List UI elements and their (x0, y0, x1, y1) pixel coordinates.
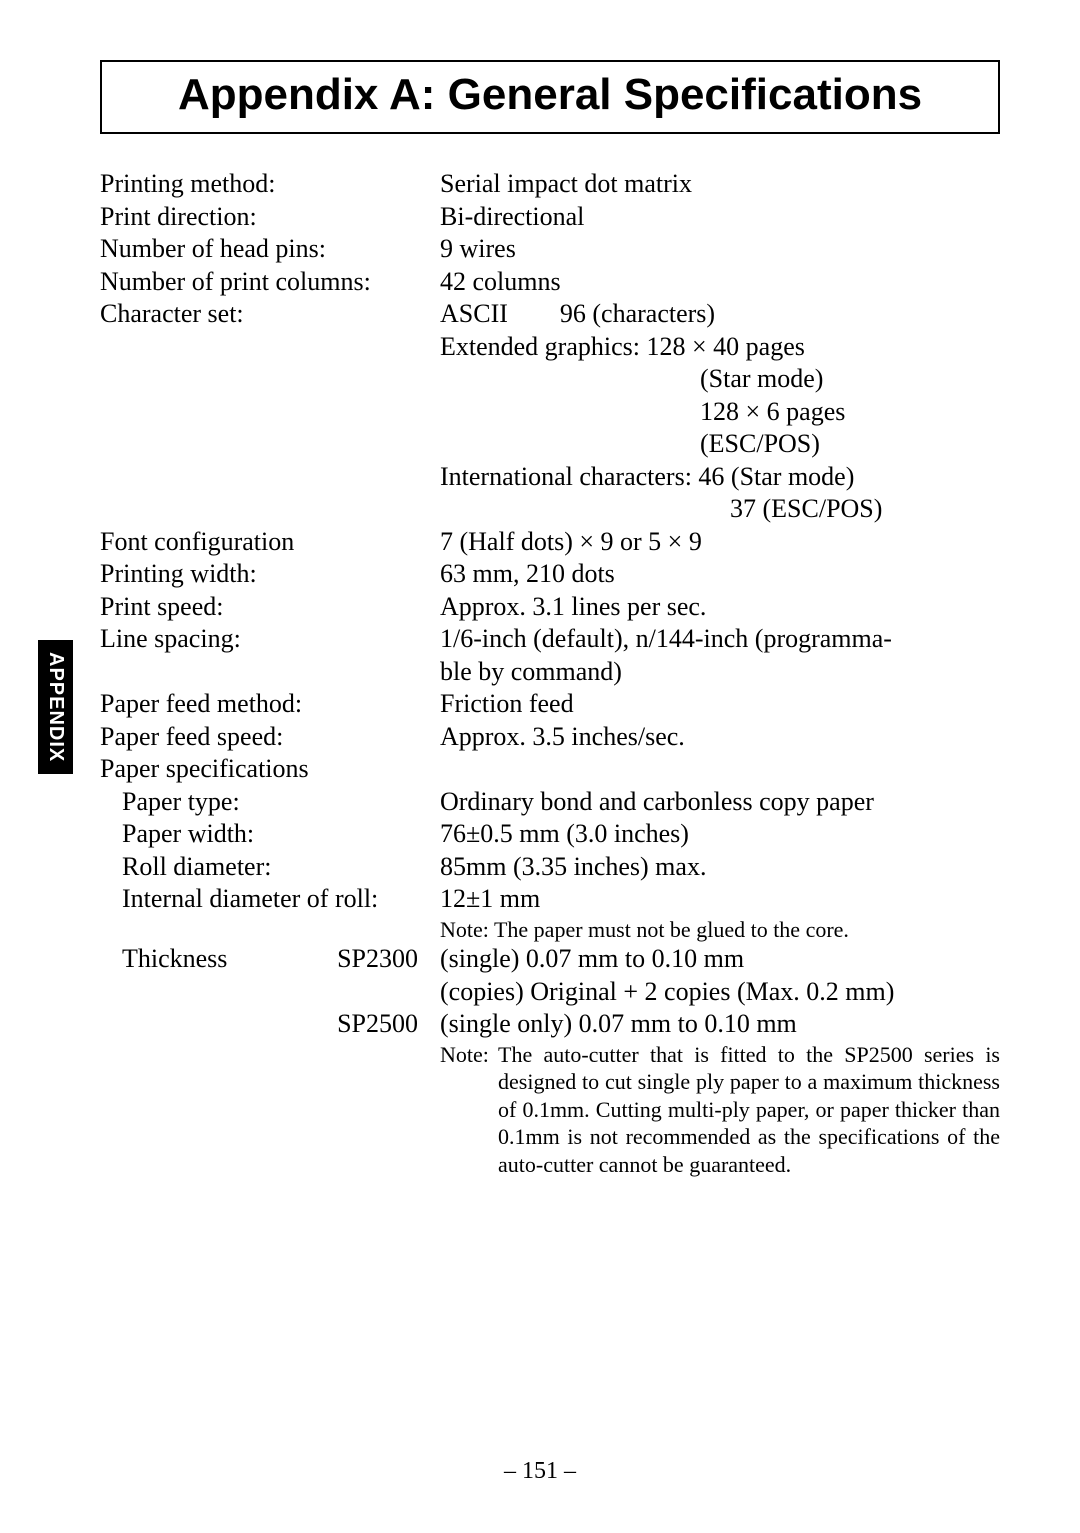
label-print-direction: Print direction: (100, 201, 440, 234)
label-roll-diameter: Roll diameter: (100, 851, 440, 884)
value-thickness-m1v1: (single) 0.07 mm to 0.10 mm (440, 943, 1000, 976)
label-print-speed: Print speed: (100, 591, 440, 624)
value-head-pins: 9 wires (440, 233, 1000, 266)
value-printing-method: Serial impact dot matrix (440, 168, 1000, 201)
label-head-pins: Number of head pins: (100, 233, 440, 266)
value-font-config: 7 (Half dots) × 9 or 5 × 9 (440, 526, 1000, 559)
value-print-direction: Bi-directional (440, 201, 1000, 234)
value-charset-ext1: Extended graphics: 128 × 40 pages (440, 331, 1000, 364)
label-paper-type: Paper type: (100, 786, 440, 819)
value-printing-width: 63 mm, 210 dots (440, 558, 1000, 591)
value-thickness-m2v1: (single only) 0.07 mm to 0.10 mm (440, 1008, 1000, 1041)
label-print-columns: Number of print columns: (100, 266, 440, 299)
value-paper-width: 76±0.5 mm (3.0 inches) (440, 818, 1000, 851)
value-charset-ext2: 128 × 6 pages (440, 397, 845, 426)
value-charset-ext1b: (Star mode) (440, 364, 823, 393)
value-thickness-m1v2: (copies) Original + 2 copies (Max. 0.2 m… (440, 976, 1000, 1009)
value-feed-method: Friction feed (440, 688, 1000, 721)
value-charset-ascii: ASCII 96 (characters) (440, 298, 1000, 331)
value-feed-speed: Approx. 3.5 inches/sec. (440, 721, 1000, 754)
value-line-spacing-1: 1/6-inch (default), n/144-inch (programm… (440, 623, 1000, 656)
value-roll-diameter: 85mm (3.35 inches) max. (440, 851, 1000, 884)
label-font-config: Font configuration (100, 526, 440, 559)
label-charset: Character set: (100, 298, 440, 331)
label-paper-width: Paper width: (100, 818, 440, 851)
label-paper-spec-header: Paper specifications (100, 753, 440, 786)
page-number: – 151 – (0, 1458, 1080, 1485)
thickness-model1: SP2300 (337, 943, 440, 976)
label-line-spacing: Line spacing: (100, 623, 440, 656)
label-printing-method: Printing method: (100, 168, 440, 201)
label-feed-method: Paper feed method: (100, 688, 440, 721)
value-charset-intl2: 37 (ESC/POS) (440, 494, 882, 523)
thickness-model2: SP2500 (100, 1008, 440, 1041)
value-paper-type: Ordinary bond and carbonless copy paper (440, 786, 1000, 819)
side-tab: APPENDIX (38, 640, 73, 774)
thickness-label-text: Thickness (122, 944, 227, 973)
value-charset-intl: International characters: 46 (Star mode) (440, 461, 1000, 494)
note-core: Note: The paper must not be glued to the… (440, 916, 1000, 944)
value-line-spacing-2: ble by command) (440, 656, 1000, 689)
spec-body: Printing method: Serial impact dot matri… (100, 168, 1000, 1178)
label-printing-width: Printing width: (100, 558, 440, 591)
value-print-speed: Approx. 3.1 lines per sec. (440, 591, 1000, 624)
label-feed-speed: Paper feed speed: (100, 721, 440, 754)
label-thickness: Thickness SP2300 (100, 943, 440, 976)
note-cutter: Note:The auto-cutter that is fitted to t… (440, 1041, 1000, 1179)
value-charset-ext2b: (ESC/POS) (440, 429, 820, 458)
value-print-columns: 42 columns (440, 266, 1000, 299)
value-internal-diameter: 12±1 mm (440, 883, 1000, 916)
title-box: Appendix A: General Specifications (100, 60, 1000, 134)
value-charset-intl-label: International characters: (440, 462, 692, 491)
note-cutter-prefix: Note: (440, 1041, 498, 1069)
page-title: Appendix A: General Specifications (102, 70, 998, 120)
label-internal-diameter: Internal diameter of roll: (100, 883, 440, 916)
note-cutter-text: The auto-cutter that is fitted to the SP… (498, 1042, 1000, 1177)
value-charset-intl1: 46 (Star mode) (698, 462, 854, 491)
